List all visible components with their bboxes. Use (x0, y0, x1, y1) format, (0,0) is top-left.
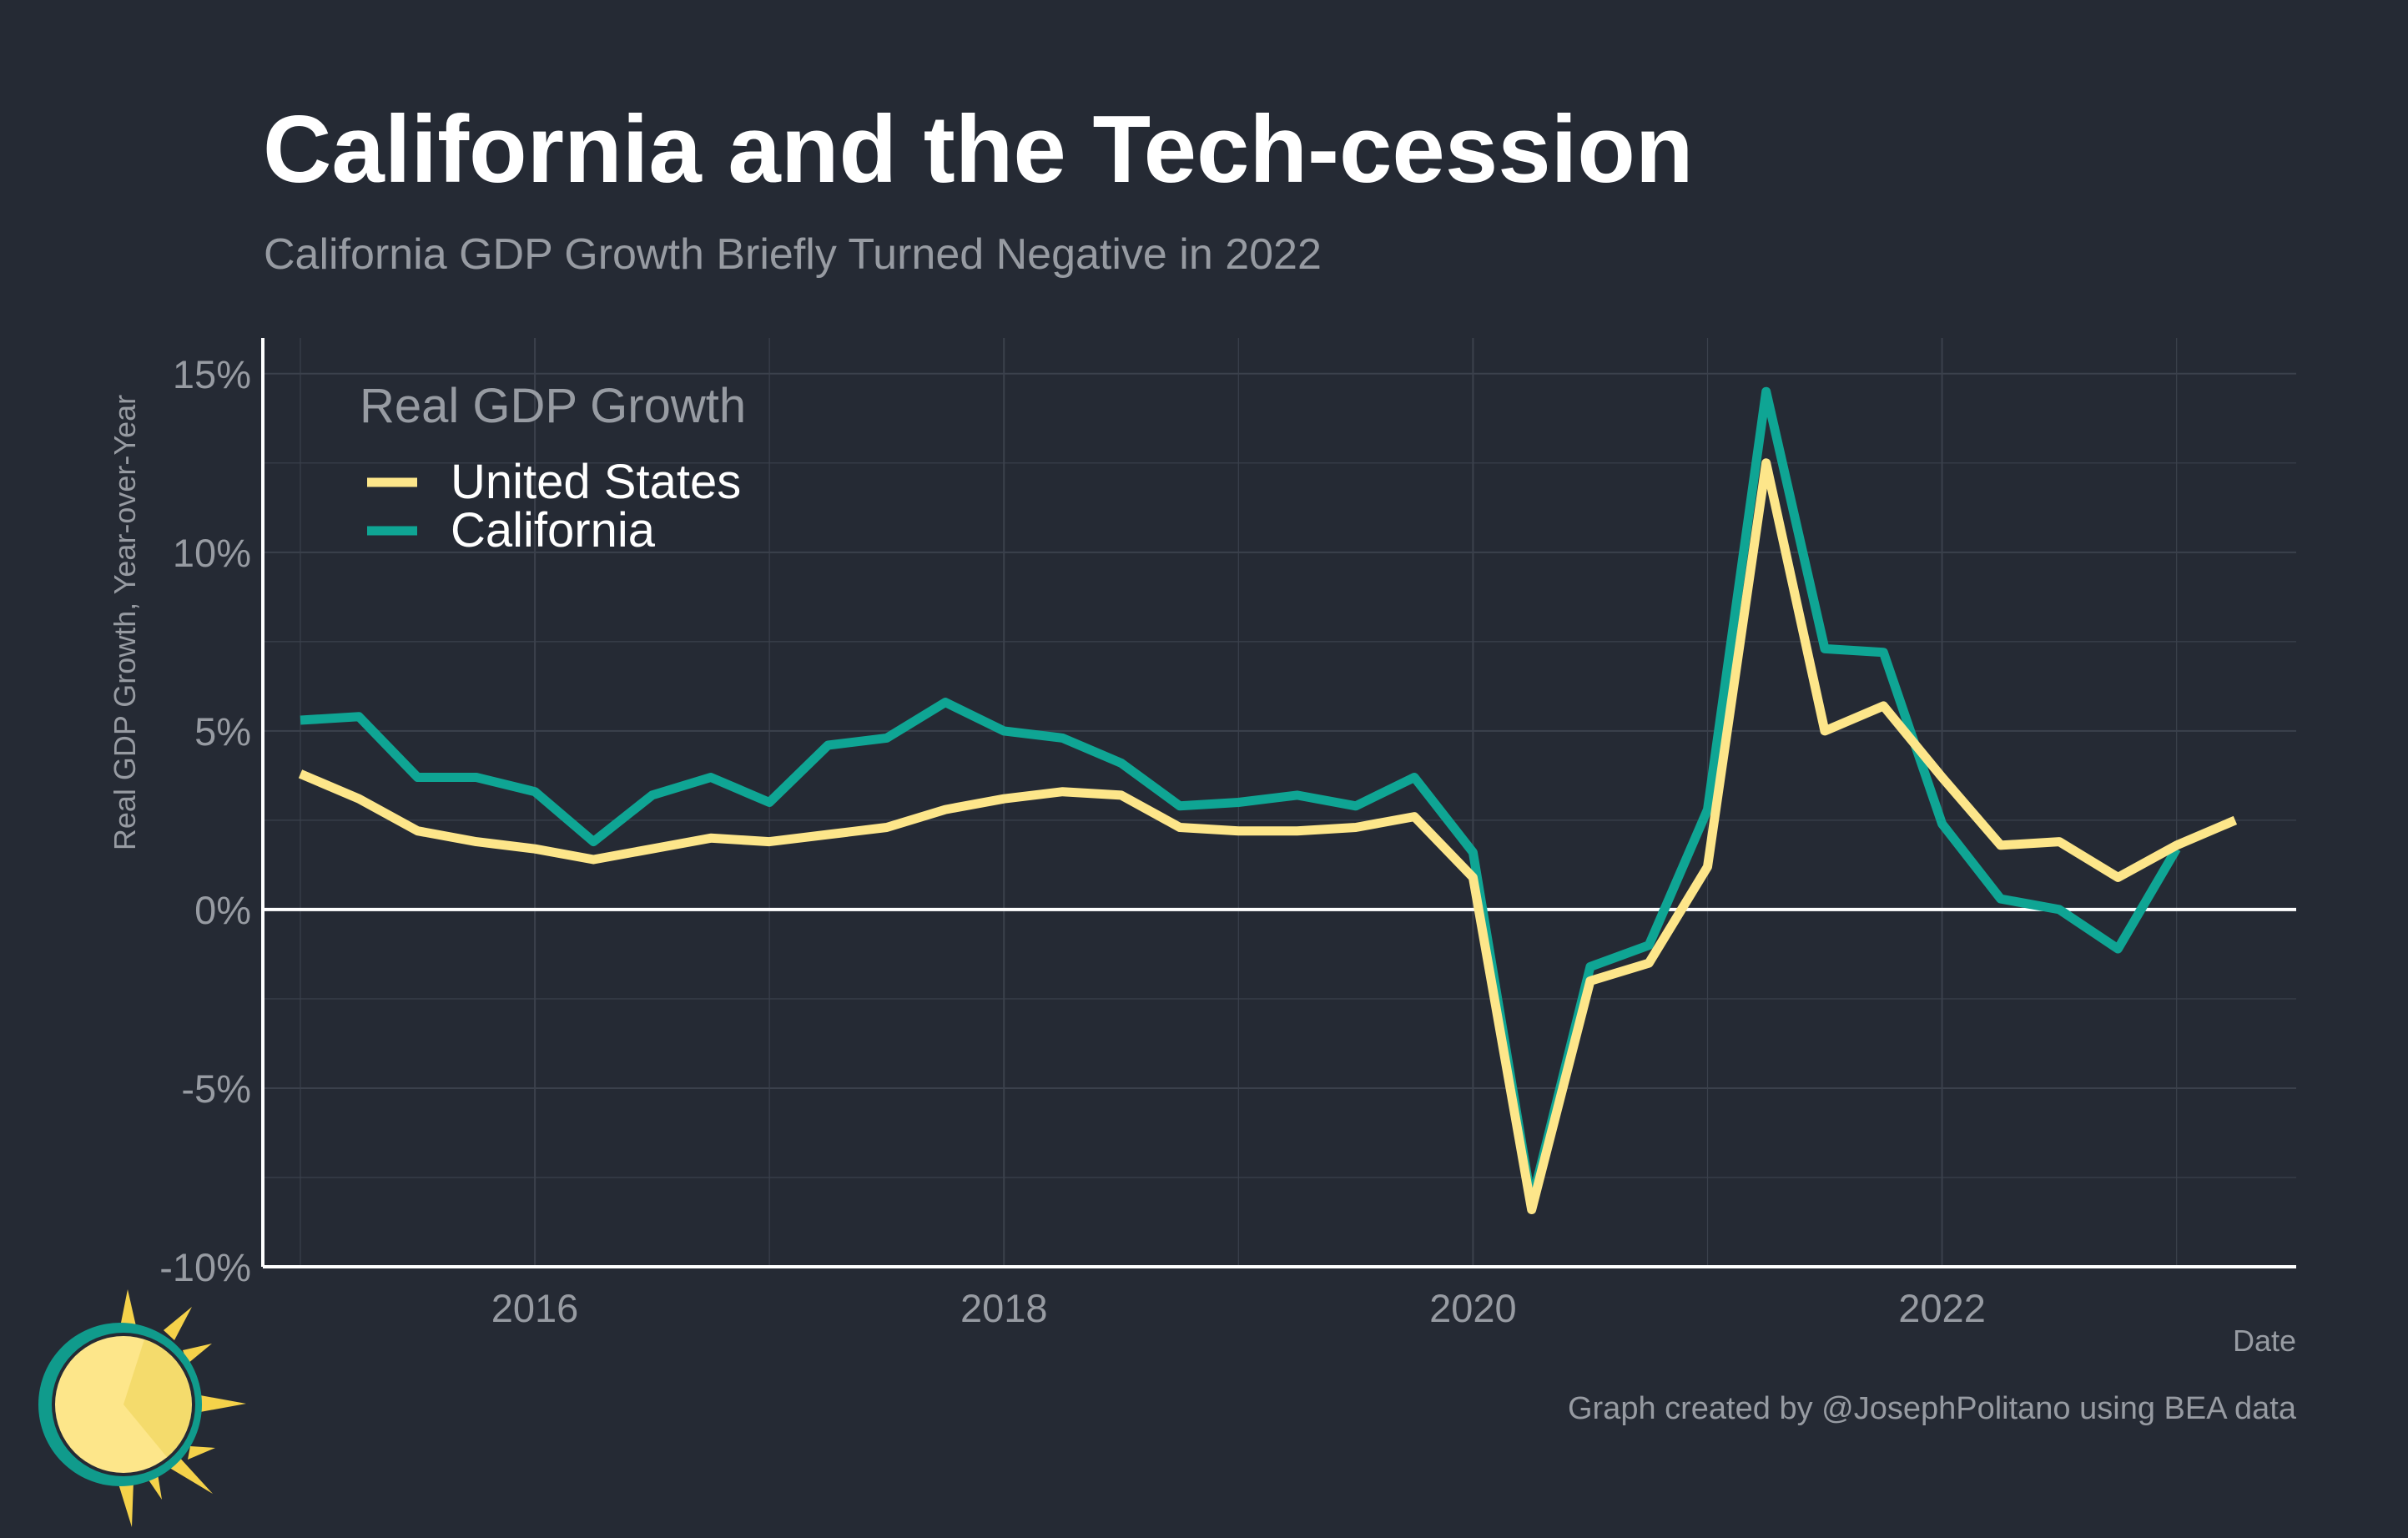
sun-ray (183, 1344, 212, 1364)
sun-icon (38, 1289, 246, 1527)
sun-ray (200, 1395, 246, 1412)
sun-ray (167, 1455, 213, 1494)
x-axis-label: Date (2233, 1324, 2296, 1358)
series-lines (298, 386, 2238, 1214)
y-tick-label: 10% (173, 531, 251, 575)
y-tick-label: 5% (194, 709, 251, 754)
x-tick-label: 2018 (960, 1286, 1048, 1330)
legend-title: Real GDP Growth (360, 379, 746, 433)
sun-ray (118, 1481, 133, 1527)
sun-ray (164, 1307, 192, 1340)
chart-axes (261, 338, 2296, 1268)
chart-title: California and the Tech-cession (263, 97, 1694, 203)
sun-shade (123, 1339, 192, 1457)
chart-legend: Real GDP Growth United States California (360, 379, 746, 557)
chart-caption: Graph created by @JosephPolitano using B… (1568, 1391, 2297, 1426)
y-tick-label: -10% (159, 1245, 251, 1289)
x-tick-label: 2020 (1429, 1286, 1517, 1330)
chart-subtitle: California GDP Growth Briefly Turned Neg… (264, 230, 1322, 279)
sun-ray (120, 1289, 136, 1327)
y-tick-label: 15% (173, 352, 251, 396)
y-tick-label: -5% (181, 1067, 251, 1111)
legend-label-united-states: United States (451, 455, 741, 509)
tick-labels: 15% 10% 5% 0% -5% -10% 2016 2018 2020 2022 (159, 352, 1986, 1330)
series-line-united-states (298, 458, 2238, 1214)
x-tick-label: 2016 (491, 1286, 579, 1330)
series-line-california (300, 386, 2181, 1208)
x-tick-label: 2022 (1898, 1286, 1986, 1330)
y-axis-label: Real GDP Growth, Year-over-Year (108, 395, 142, 850)
sun-ray (188, 1446, 215, 1460)
y-tick-label: 0% (194, 888, 251, 932)
legend-label-california: California (451, 503, 656, 557)
